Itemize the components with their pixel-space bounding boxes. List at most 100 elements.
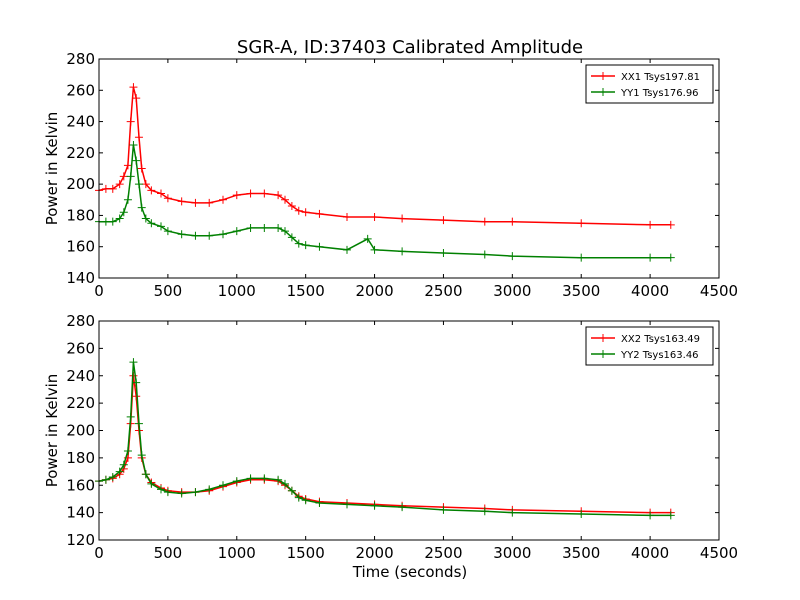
legend-swatch-marker	[599, 350, 607, 358]
data-point-marker	[132, 156, 141, 165]
legend-label: YY2 Tsys163.46	[620, 350, 699, 361]
y-tick-label: 220	[66, 394, 95, 412]
data-point-marker	[260, 189, 269, 198]
y-tick-label: 180	[66, 449, 95, 467]
data-point-marker	[119, 208, 128, 217]
data-point-marker	[137, 164, 146, 173]
data-point-marker	[147, 186, 156, 195]
data-point-marker	[134, 419, 143, 428]
data-point-marker	[134, 180, 143, 189]
data-point-marker	[163, 227, 172, 236]
legend-label: XX2 Tsys163.49	[621, 334, 700, 345]
data-point-marker	[108, 184, 117, 193]
data-point-marker	[123, 161, 132, 170]
data-point-marker	[157, 485, 165, 494]
data-point-marker	[126, 412, 135, 421]
x-tick-label: 0	[94, 282, 104, 300]
data-point-marker	[177, 230, 186, 239]
y-tick-label: 160	[66, 238, 95, 256]
data-point-marker	[177, 489, 186, 498]
y-tick-label: 120	[66, 531, 95, 549]
data-point-marker	[177, 197, 186, 206]
data-point-marker	[141, 214, 150, 223]
x-tick-label: 3000	[493, 282, 531, 300]
data-point-marker	[666, 511, 675, 520]
data-point-marker	[147, 479, 156, 488]
data-point-marker	[439, 505, 448, 514]
data-point-marker	[666, 220, 675, 229]
data-point-marker	[301, 496, 310, 505]
data-point-marker	[370, 245, 379, 254]
legend-swatch-marker	[599, 72, 607, 80]
legend-swatch-marker	[599, 334, 607, 342]
data-point-marker	[577, 253, 586, 262]
data-point-marker	[232, 191, 241, 200]
y-tick-label: 220	[66, 144, 95, 162]
data-point-marker	[398, 214, 407, 223]
figure-title: SGR-A, ID:37403 Calibrated Amplitude	[237, 37, 583, 58]
data-point-marker	[126, 117, 135, 126]
data-point-marker	[132, 378, 141, 387]
y-tick-label: 140	[66, 269, 95, 287]
y-tick-label: 240	[66, 367, 95, 385]
data-point-marker	[157, 189, 165, 198]
y-tick-label: 200	[66, 422, 95, 440]
x-axis-label: Time (seconds)	[352, 563, 468, 581]
data-point-marker	[646, 220, 655, 229]
legend-box	[585, 64, 714, 104]
data-point-marker	[108, 217, 117, 226]
data-point-marker	[129, 358, 138, 367]
data-point-marker	[123, 447, 132, 456]
data-point-marker	[115, 180, 124, 189]
y-axis-label: Power in Kelvin	[43, 374, 61, 488]
data-point-marker	[205, 231, 214, 240]
data-point-marker	[439, 248, 448, 257]
data-point-marker	[246, 474, 255, 483]
y-tick-label: 240	[66, 113, 95, 131]
x-tick-label: 1000	[218, 282, 256, 300]
data-point-marker	[219, 481, 227, 490]
x-tick-label: 500	[154, 544, 183, 562]
data-point-marker	[343, 212, 351, 221]
data-point-marker	[246, 223, 255, 232]
data-point-marker	[101, 184, 110, 193]
data-point-marker	[480, 250, 489, 259]
x-tick-label: 2500	[424, 282, 462, 300]
x-tick-label: 1500	[287, 282, 325, 300]
legend-box	[585, 326, 714, 366]
data-point-marker	[301, 241, 310, 250]
legend-label: YY1 Tsys176.96	[620, 88, 699, 99]
data-point-marker	[343, 245, 351, 254]
y-tick-label: 180	[66, 206, 95, 224]
data-point-marker	[232, 477, 241, 486]
data-point-marker	[315, 209, 324, 218]
data-point-marker	[163, 194, 172, 203]
data-point-marker	[281, 195, 289, 204]
data-point-marker	[260, 474, 269, 483]
data-point-marker	[287, 202, 296, 211]
data-point-marker	[101, 475, 110, 484]
chart-bottom: 0 500 1000 1500 2000 2500 3000 3500 4000 4500 120 1…	[43, 312, 738, 562]
data-point-marker	[508, 252, 517, 261]
data-point-marker	[398, 503, 407, 512]
x-tick-label: 4500	[700, 282, 738, 300]
data-point-marker	[115, 467, 124, 476]
data-point-marker	[115, 214, 124, 223]
data-point-marker	[646, 253, 655, 262]
data-point-marker	[126, 172, 135, 181]
data-point-marker	[101, 217, 110, 226]
data-point-marker	[205, 198, 214, 207]
x-tick-label: 1000	[218, 544, 256, 562]
data-point-marker	[119, 172, 128, 181]
x-tick-label: 2500	[424, 544, 462, 562]
data-point-marker	[123, 195, 132, 204]
data-point-marker	[301, 208, 310, 217]
x-tick-label: 4000	[631, 544, 669, 562]
data-point-marker	[294, 493, 303, 502]
data-point-marker	[281, 227, 289, 236]
data-point-marker	[439, 216, 448, 225]
x-tick-label: 4500	[700, 544, 738, 562]
axes-frame	[98, 58, 720, 279]
x-tick-label: 1500	[287, 544, 325, 562]
